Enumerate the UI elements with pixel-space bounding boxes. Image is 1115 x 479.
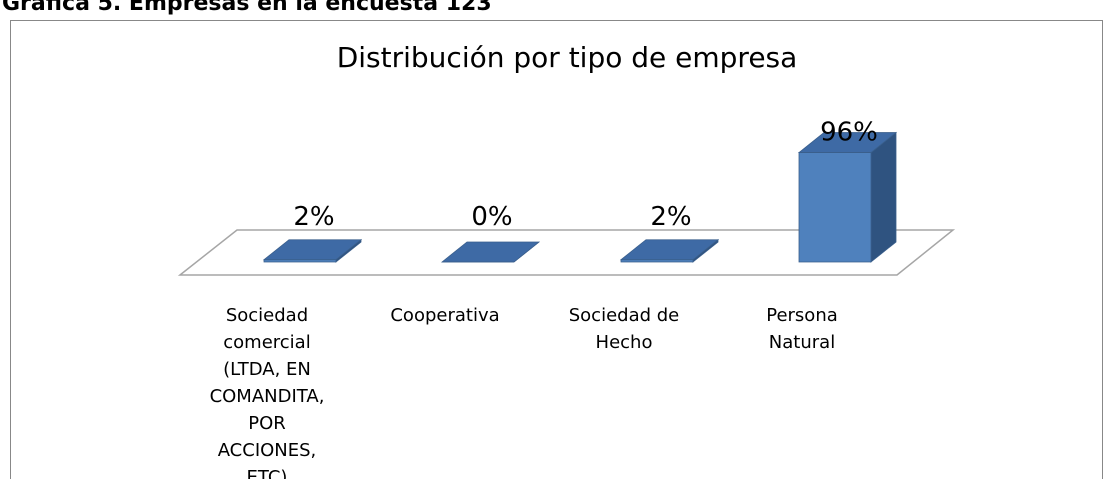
value-label: 96% [820, 118, 878, 148]
x-tick-label: Sociedad comercial (LTDA, EN COMANDITA, … [209, 305, 325, 479]
x-tick-label: Persona Natural [766, 305, 838, 353]
bar [797, 131, 898, 263]
bar-side [870, 131, 897, 263]
bar [262, 238, 363, 263]
bar [440, 241, 541, 263]
floor [177, 229, 956, 276]
x-tick-label: Sociedad de Hecho [568, 305, 680, 353]
value-label: 2% [293, 202, 334, 232]
x-tick-label: Cooperativa [390, 305, 500, 326]
bar-front [263, 259, 337, 263]
bar-front [798, 152, 872, 263]
bar-front [620, 259, 694, 263]
chart-title: Distribución por tipo de empresa [337, 41, 798, 74]
value-label: 2% [650, 202, 691, 232]
caption: Gráfica 5. Empresas en la encuesta 123 [2, 0, 492, 16]
value-label: 0% [471, 202, 512, 232]
bar [619, 238, 720, 263]
